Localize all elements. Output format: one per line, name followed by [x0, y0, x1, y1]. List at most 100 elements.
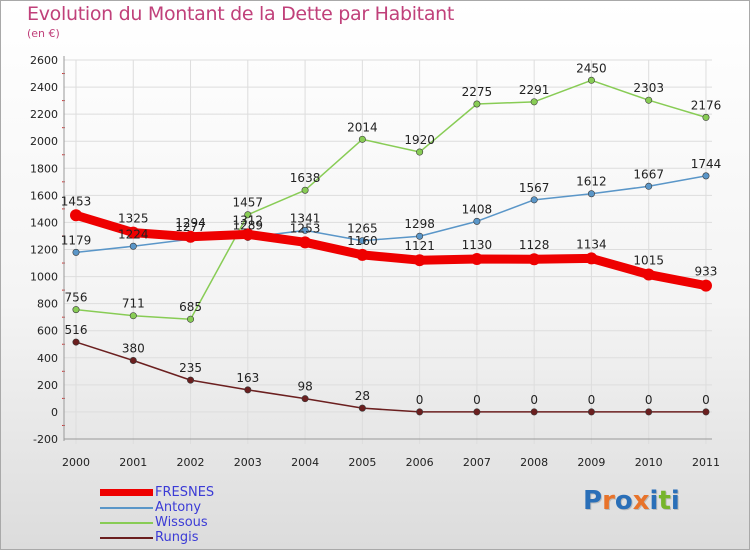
x-tick-label: 2011: [692, 456, 720, 469]
y-tick-label: 400: [37, 352, 58, 365]
data-label-antony: 1179: [61, 233, 92, 247]
legend-swatch-rungis: [100, 537, 153, 539]
data-point-rungis: [645, 408, 653, 416]
data-label-antony: 1277: [175, 220, 206, 234]
data-label-rungis: 98: [297, 380, 312, 394]
data-label-fresnes: 1134: [576, 237, 607, 251]
legend-label-fresnes: FRESNES: [155, 485, 215, 500]
data-point-wissous: [416, 148, 424, 156]
data-label-wissous: 756: [65, 291, 88, 305]
data-label-antony: 1744: [691, 157, 722, 171]
data-point-rungis: [358, 404, 366, 412]
y-tick-label: 1600: [30, 189, 58, 202]
data-point-antony: [702, 172, 710, 180]
data-point-wissous: [473, 100, 481, 108]
data-label-antony: 1298: [404, 217, 435, 231]
data-label-antony: 1408: [462, 202, 493, 216]
data-point-antony: [645, 182, 653, 190]
x-tick-label: 2005: [348, 456, 376, 469]
x-tick-label: 2000: [62, 456, 90, 469]
chart-title: Evolution du Montant de la Dette par Hab…: [27, 3, 455, 25]
y-tick-label: 1400: [30, 216, 58, 229]
legend-label-antony: Antony: [155, 500, 202, 515]
data-point-fresnes: [241, 228, 254, 241]
data-point-rungis: [587, 408, 595, 416]
chart-subtitle: (en €): [27, 27, 60, 40]
data-label-fresnes: 1312: [233, 213, 264, 227]
data-label-wissous: 2275: [462, 85, 493, 99]
data-label-antony: 1341: [290, 211, 321, 225]
data-point-wissous: [587, 76, 595, 84]
x-tick-label: 2006: [406, 456, 434, 469]
data-point-wissous: [301, 186, 309, 194]
y-tick-label: 2600: [30, 54, 58, 67]
data-point-rungis: [301, 395, 309, 403]
legend-label-rungis: Rungis: [155, 530, 199, 545]
x-tick-label: 2009: [577, 456, 605, 469]
x-tick-label: 2004: [291, 456, 319, 469]
data-label-antony: 1224: [118, 227, 149, 241]
data-label-wissous: 1920: [404, 133, 435, 147]
data-label-antony: 1612: [576, 175, 607, 189]
data-point-antony: [72, 248, 80, 256]
data-point-antony: [473, 217, 481, 225]
proxiti-logo: Proxiti: [583, 486, 680, 516]
data-point-rungis: [72, 338, 80, 346]
y-tick-label: 1000: [30, 271, 58, 284]
x-tick-label: 2008: [520, 456, 548, 469]
data-point-antony: [416, 232, 424, 240]
x-tick-label: 2001: [119, 456, 147, 469]
data-point-rungis: [244, 386, 252, 394]
data-label-fresnes: 1453: [61, 194, 92, 208]
data-point-fresnes: [699, 279, 712, 292]
data-label-rungis: 380: [122, 341, 145, 355]
data-point-wissous: [187, 315, 195, 323]
data-point-wissous: [72, 306, 80, 314]
data-label-rungis: 0: [588, 393, 596, 407]
x-tick-label: 2010: [635, 456, 663, 469]
data-label-fresnes: 1121: [404, 239, 435, 253]
y-tick-label: 600: [37, 325, 58, 338]
data-label-rungis: 0: [645, 393, 653, 407]
data-point-rungis: [530, 408, 538, 416]
x-tick-label: 2003: [234, 456, 262, 469]
data-point-antony: [587, 190, 595, 198]
data-label-fresnes: 1160: [347, 234, 378, 248]
series-line-antony: [75, 175, 707, 254]
data-label-antony: 1265: [347, 222, 378, 236]
data-label-wissous: 2176: [691, 98, 722, 112]
data-label-wissous: 685: [179, 300, 202, 314]
data-point-fresnes: [413, 254, 426, 267]
data-label-fresnes: 1253: [290, 221, 321, 235]
data-label-rungis: 235: [179, 361, 202, 375]
data-label-rungis: 163: [236, 371, 259, 385]
data-point-antony: [301, 226, 309, 234]
data-point-antony: [530, 196, 538, 204]
legend-item-rungis: Rungis: [100, 530, 300, 545]
data-label-fresnes: 1325: [118, 212, 149, 226]
legend-swatch-antony: [100, 507, 153, 509]
data-point-wissous: [244, 211, 252, 219]
y-tick-label: 1200: [30, 244, 58, 257]
data-point-wissous: [129, 312, 137, 320]
y-tick-label: -200: [33, 433, 58, 446]
y-tick-label: 0: [51, 406, 58, 419]
y-tick-label: 2200: [30, 108, 58, 121]
data-point-wissous: [358, 135, 366, 143]
data-label-rungis: 0: [530, 393, 538, 407]
data-point-fresnes: [585, 252, 598, 265]
series-line-rungis: [75, 341, 707, 413]
data-point-fresnes: [127, 226, 140, 239]
data-point-rungis: [187, 376, 195, 384]
legend-swatch-fresnes: [100, 489, 153, 496]
data-label-rungis: 0: [416, 393, 424, 407]
y-tick-label: 2400: [30, 81, 58, 94]
legend-swatch-wissous: [100, 522, 153, 524]
data-point-wissous: [702, 113, 710, 121]
data-label-rungis: 516: [65, 323, 88, 337]
data-point-antony: [129, 242, 137, 250]
data-label-wissous: 2303: [633, 81, 664, 95]
legend-item-fresnes: FRESNES: [100, 485, 300, 500]
y-tick-label: 200: [37, 379, 58, 392]
series-line-wissous: [75, 79, 707, 320]
